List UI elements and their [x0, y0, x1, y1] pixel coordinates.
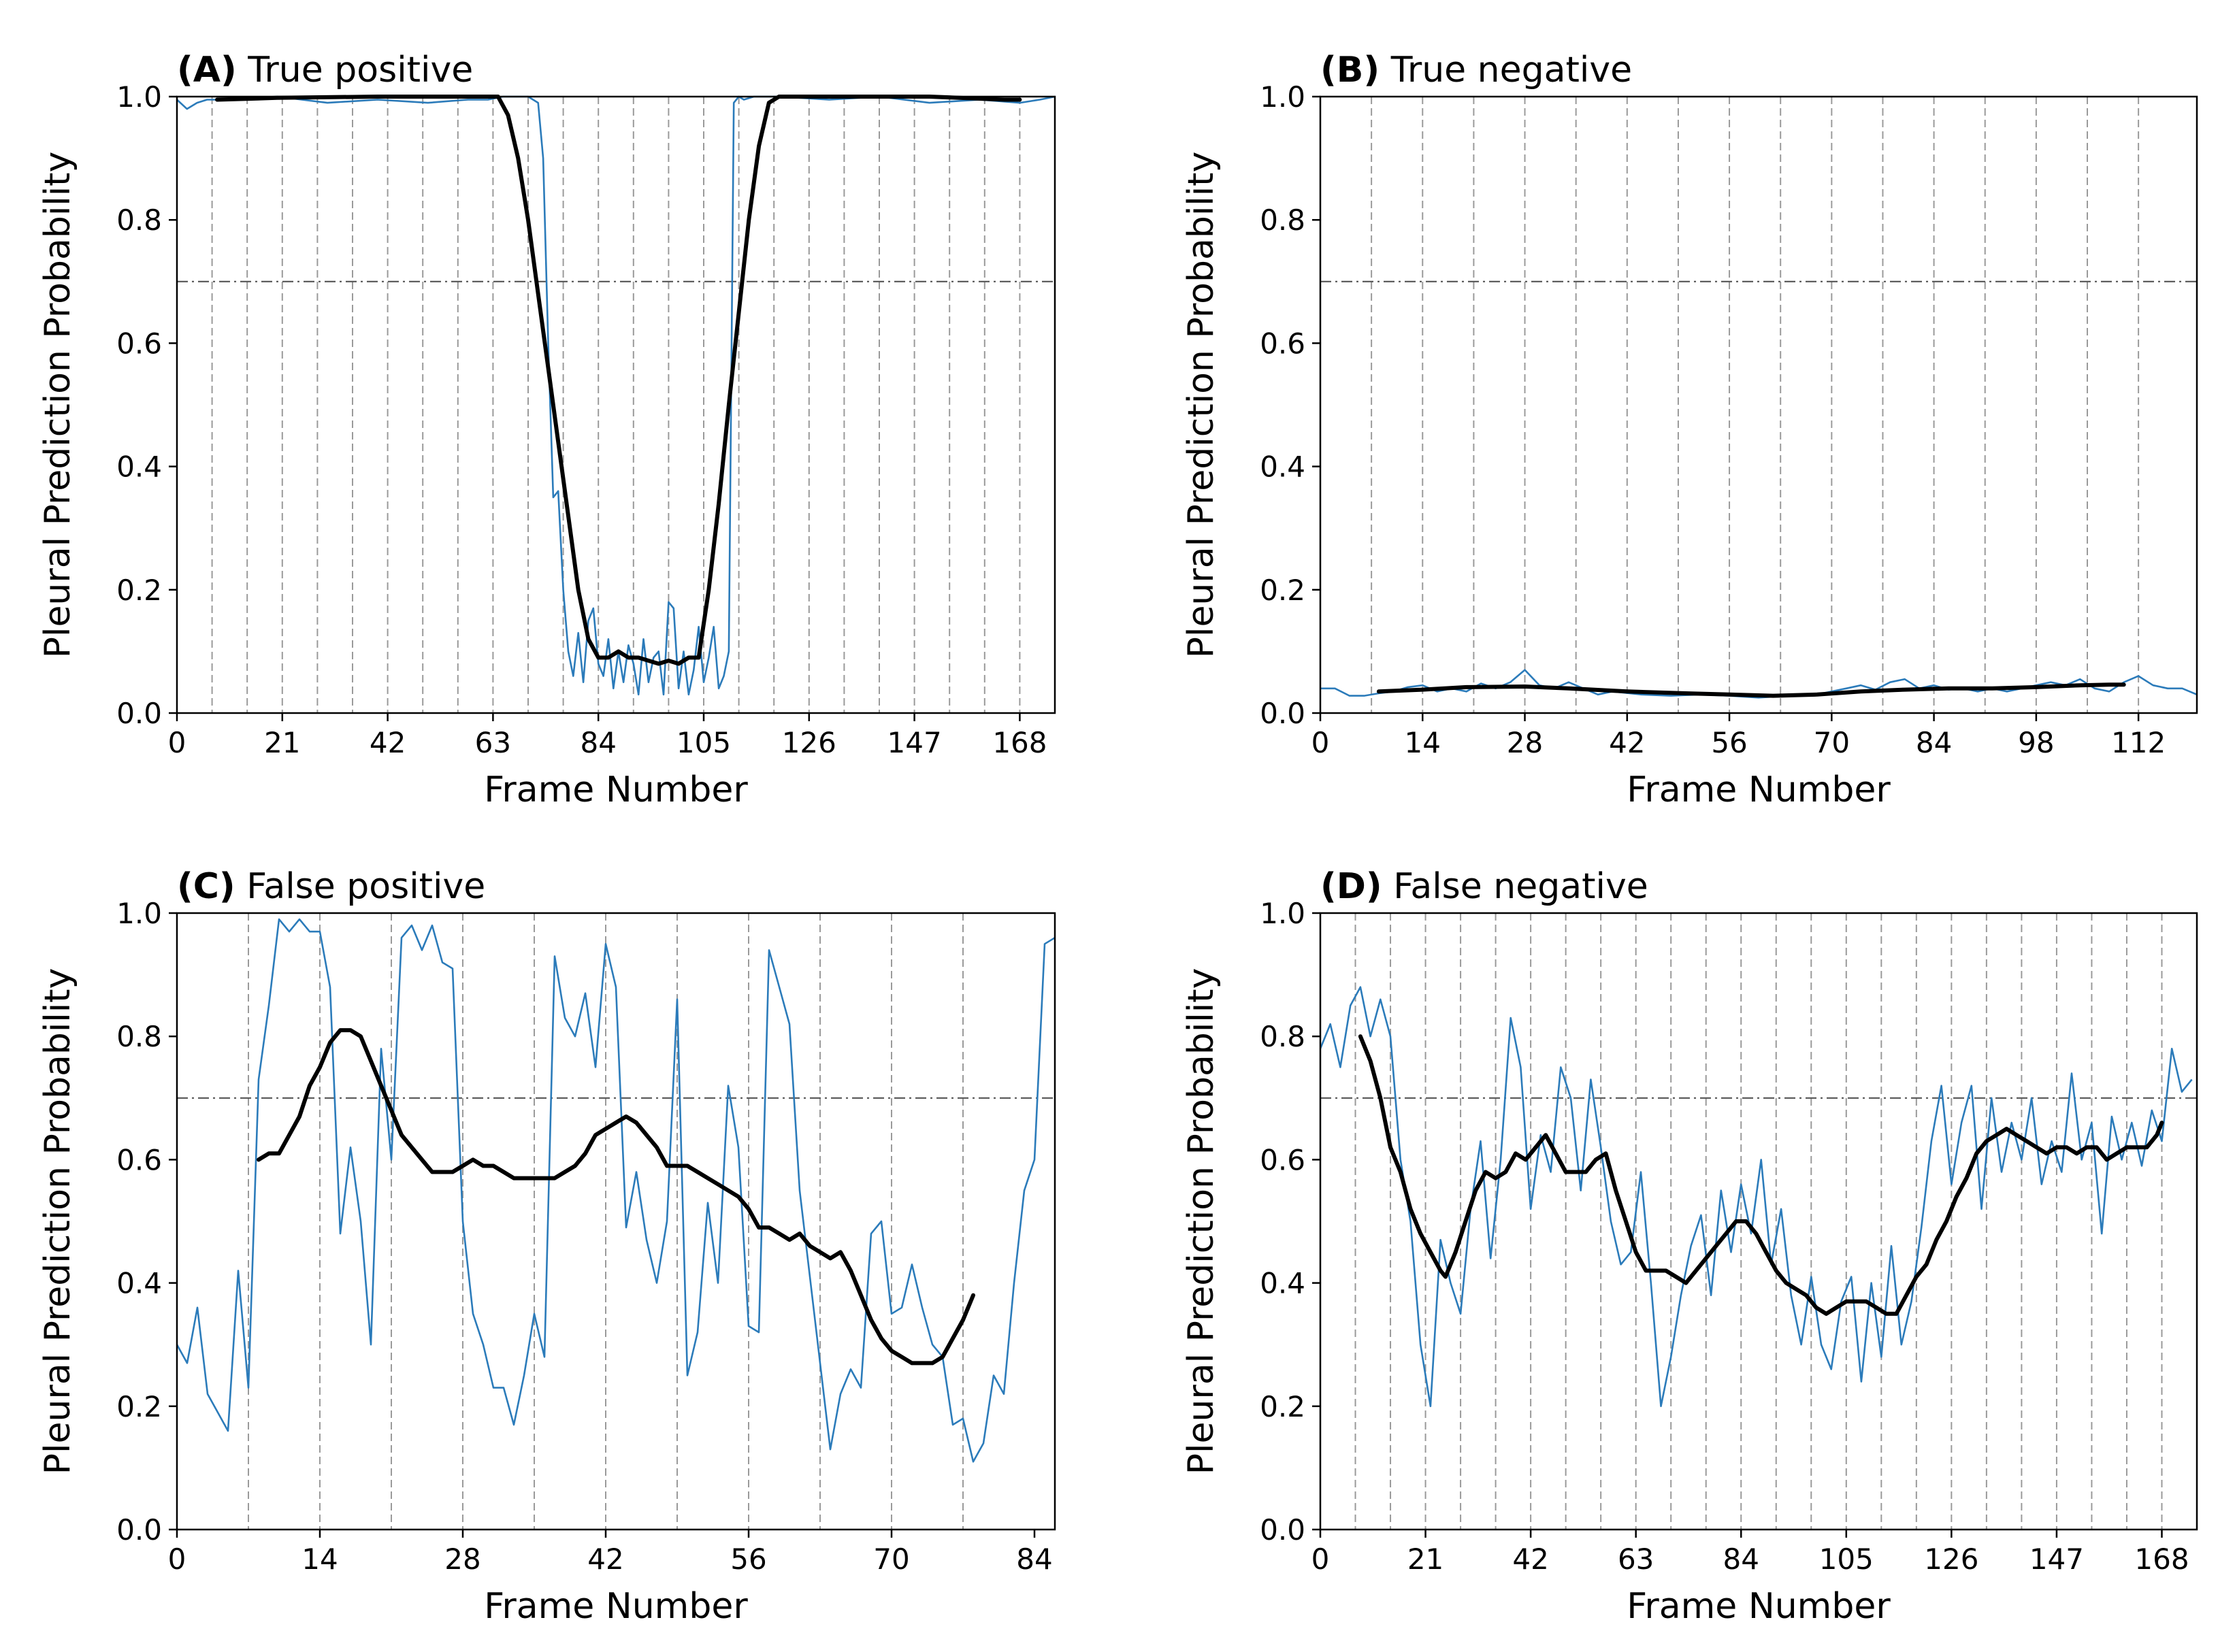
x-tick-label: 84	[580, 726, 616, 759]
y-tick-label: 0.4	[116, 1267, 162, 1300]
y-tick-label: 0.0	[116, 697, 162, 730]
panel-title: (C) False positive	[177, 866, 485, 907]
x-tick-label: 28	[444, 1542, 480, 1576]
y-tick-label: 0.6	[116, 327, 162, 360]
panel-c: 0 14 28 42 56 70 84 0.0 0.2 0.4 0.6 0.8 1.0 Frame Num…	[37, 866, 1056, 1627]
panel-tag: (C)	[177, 866, 235, 907]
x-axis-label: Frame Number	[484, 1586, 748, 1627]
x-tick-label: 21	[264, 726, 300, 759]
y-tick-label: 1.0	[116, 897, 162, 930]
y-tick-label: 0.2	[116, 1390, 162, 1423]
x-tick-label: 70	[873, 1542, 909, 1576]
x-tick-label: 42	[587, 1542, 623, 1576]
x-tick-label: 14	[1405, 726, 1441, 759]
y-tick-label: 0.8	[1260, 1020, 1305, 1053]
y-tick-label: 0.0	[1260, 1513, 1305, 1547]
panel-title-text: True negative	[1380, 50, 1632, 90]
x-tick-label: 42	[1609, 726, 1645, 759]
x-axis-label: Frame Number	[1627, 1586, 1891, 1627]
smoothed-prediction-line	[1358, 1034, 2164, 1316]
x-tick-label: 98	[2018, 726, 2054, 759]
y-tick-label: 0.2	[1260, 1390, 1305, 1423]
y-tick-label: 0.4	[1260, 1267, 1305, 1300]
panel-b: 0 14 28 42 56 70 84 98 112 0.0 0.2 0.4 0.6 0.8 1.0 Fram…	[1181, 50, 2198, 810]
x-tick-label: 14	[301, 1542, 338, 1576]
y-axis-label: Pleural Prediction Probability	[1181, 968, 1222, 1475]
x-tick-label: 0	[168, 726, 186, 759]
x-tick-label: 126	[782, 726, 836, 759]
x-tick-label: 63	[475, 726, 511, 759]
x-tick-label: 112	[2111, 726, 2166, 759]
y-tick-label: 0.6	[1260, 1143, 1305, 1176]
panel-title: (B) True negative	[1320, 50, 1632, 90]
x-tick-label: 63	[1618, 1542, 1654, 1576]
y-tick-label: 1.0	[116, 80, 162, 114]
x-axis-label: Frame Number	[484, 770, 748, 810]
x-tick-label: 0	[1311, 1542, 1330, 1576]
y-axis-label: Pleural Prediction Probability	[37, 968, 78, 1475]
axes-frame	[1319, 912, 2198, 1531]
y-tick-label: 1.0	[1260, 80, 1305, 114]
x-tick-label: 84	[1723, 1542, 1759, 1576]
raw-prediction-line	[176, 95, 1056, 696]
panel-d: 0 21 42 63 84 105 126 147 168 0.0 0.2 0.4 0.6 0.8 1.0 F…	[1181, 866, 2198, 1627]
x-tick-label: 147	[887, 726, 942, 759]
x-tick-label: 42	[370, 726, 406, 759]
y-tick-label: 1.0	[1260, 897, 1305, 930]
smoothed-prediction-line	[1376, 682, 2126, 698]
panel-tag: (B)	[1320, 50, 1380, 90]
x-tick-label: 42	[1512, 1542, 1548, 1576]
y-axis-label: Pleural Prediction Probability	[37, 152, 78, 659]
y-axis-label: Pleural Prediction Probability	[1181, 152, 1222, 659]
raw-prediction-line	[1319, 986, 2193, 1408]
x-tick-label: 21	[1407, 1542, 1443, 1576]
x-tick-label: 168	[992, 726, 1047, 759]
x-tick-label: 28	[1507, 726, 1543, 759]
panel-title-text: False negative	[1382, 866, 1648, 907]
axes-frame	[1319, 95, 2198, 714]
panel-tag: (A)	[177, 50, 237, 90]
y-tick-label: 0.0	[1260, 697, 1305, 730]
panel-title-text: True positive	[237, 50, 473, 90]
panel-a: 0 21 42 63 84 105 126 147 168 0.0 0.2 0.4 0.6 0.8 1.0 F…	[37, 50, 1056, 810]
x-tick-label: 126	[1924, 1542, 1978, 1576]
y-tick-label: 0.0	[116, 1513, 162, 1547]
y-tick-label: 0.8	[116, 1020, 162, 1053]
x-tick-label: 168	[2134, 1542, 2189, 1576]
panel-title: (D) False negative	[1320, 866, 1648, 907]
panel-title: (A) True positive	[177, 50, 473, 90]
y-tick-label: 0.6	[116, 1143, 162, 1176]
y-tick-label: 0.2	[1260, 574, 1305, 607]
y-tick-label: 0.8	[1260, 203, 1305, 237]
panel-title-text: False positive	[235, 866, 486, 907]
x-tick-label: 56	[1711, 726, 1747, 759]
x-tick-label: 84	[1016, 1542, 1052, 1576]
smoothed-prediction-line	[215, 95, 1022, 666]
x-tick-label: 105	[1819, 1542, 1874, 1576]
y-tick-label: 0.6	[1260, 327, 1305, 360]
y-tick-label: 0.4	[116, 450, 162, 484]
panel-tag: (D)	[1320, 866, 1382, 907]
y-tick-label: 0.2	[116, 574, 162, 607]
y-tick-label: 0.8	[116, 203, 162, 237]
x-tick-label: 147	[2029, 1542, 2084, 1576]
y-tick-label: 0.4	[1260, 450, 1305, 484]
x-tick-label: 105	[676, 726, 731, 759]
x-tick-label: 70	[1814, 726, 1850, 759]
x-tick-label: 0	[168, 1542, 186, 1576]
x-tick-label: 84	[1916, 726, 1952, 759]
axes-frame	[176, 912, 1056, 1531]
axes-frame	[176, 95, 1056, 714]
x-tick-label: 0	[1311, 726, 1330, 759]
raw-prediction-line	[176, 918, 1056, 1463]
x-tick-label: 56	[730, 1542, 766, 1576]
smoothed-prediction-line	[257, 1028, 975, 1366]
x-axis-label: Frame Number	[1627, 770, 1891, 810]
